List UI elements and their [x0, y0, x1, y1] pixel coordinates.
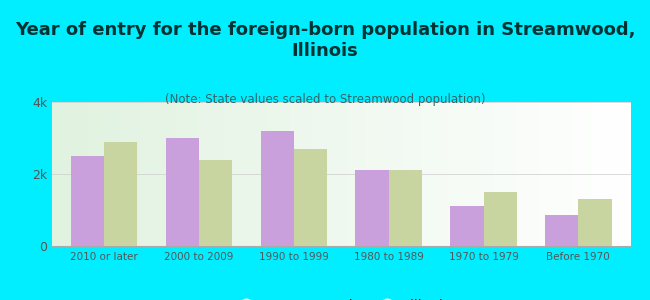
- Text: (Note: State values scaled to Streamwood population): (Note: State values scaled to Streamwood…: [164, 93, 486, 106]
- Bar: [104, 142, 137, 246]
- Bar: [389, 170, 422, 246]
- Bar: [294, 149, 327, 246]
- Bar: [166, 138, 199, 246]
- Legend: Streamwood, Illinois: Streamwood, Illinois: [226, 293, 456, 300]
- Bar: [261, 131, 294, 246]
- Text: Year of entry for the foreign-born population in Streamwood,
Illinois: Year of entry for the foreign-born popul…: [15, 21, 635, 60]
- Bar: [356, 170, 389, 246]
- Bar: [545, 215, 578, 246]
- Bar: [199, 160, 232, 246]
- Bar: [450, 206, 484, 246]
- Bar: [484, 192, 517, 246]
- Bar: [71, 156, 104, 246]
- Bar: [578, 199, 612, 246]
